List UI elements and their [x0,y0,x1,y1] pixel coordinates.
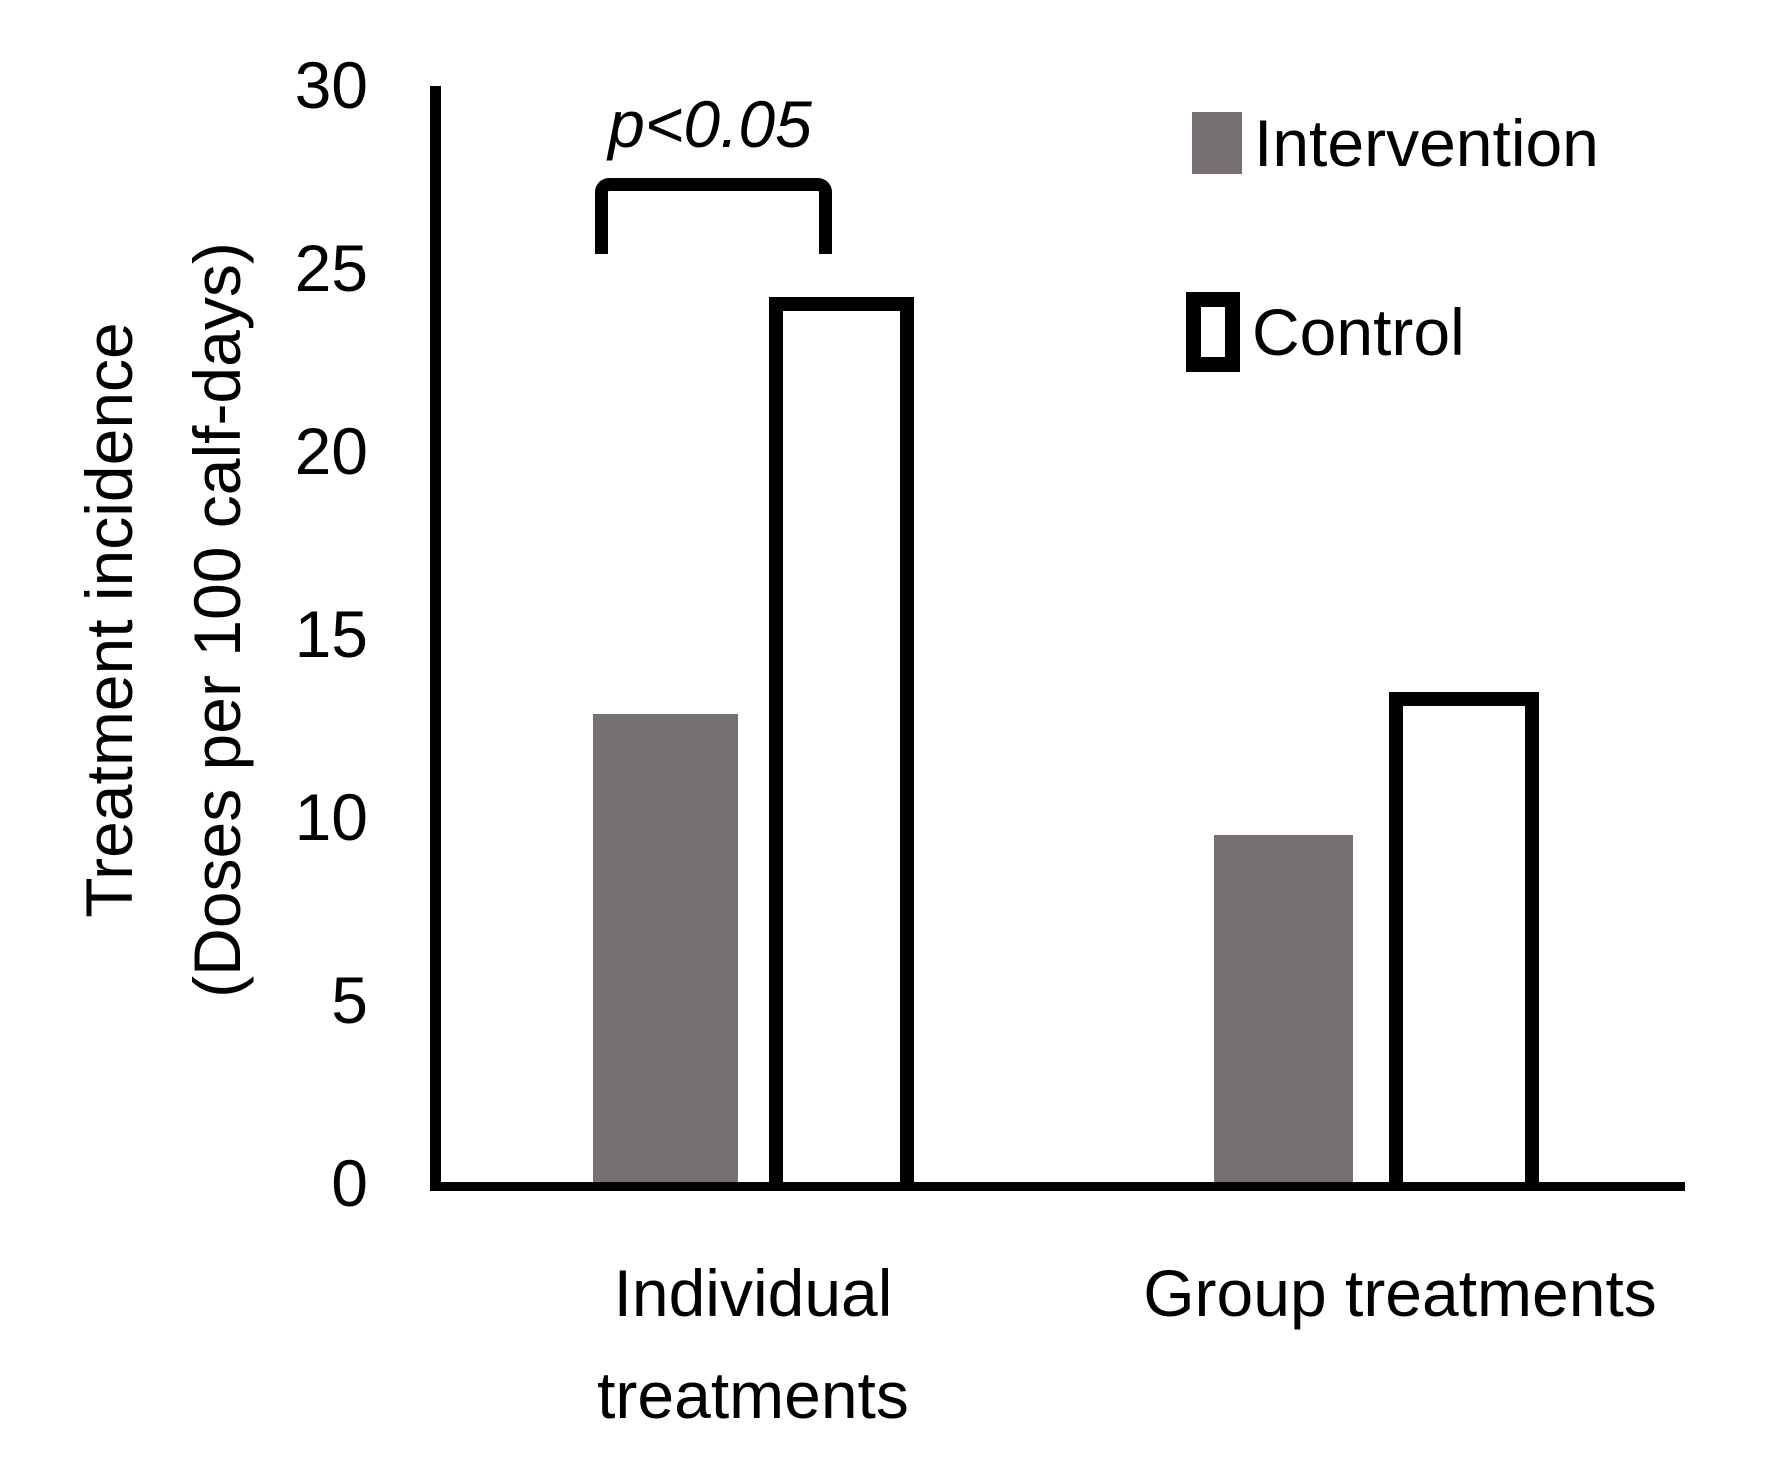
legend-label-intervention: Intervention [1254,106,1599,180]
bar-intervention-individual [593,714,738,1182]
x-category-label-group: Group treatments [1143,1256,1657,1330]
y-tick-label-20: 20 [294,414,368,488]
legend-label-control: Control [1252,295,1465,369]
significance-bracket [595,178,832,254]
x-category-label-individual: Individual treatments [597,1256,909,1432]
y-axis-title-line1: Treatment incidence [72,322,146,918]
control-swatch-icon [1186,292,1240,372]
legend-item-intervention: Intervention [1192,108,1599,178]
y-tick-label-0: 0 [331,1146,368,1220]
y-axis-line [430,86,441,1190]
intervention-swatch-icon [1192,112,1242,174]
bar-control-group [1389,692,1539,1182]
legend-item-control: Control [1186,292,1465,372]
y-tick-label-10: 10 [294,780,368,854]
y-tick-label-25: 25 [294,231,368,305]
y-tick-label-30: 30 [294,48,368,122]
x-axis-line [430,1182,1685,1191]
bar-control-individual [769,297,914,1182]
bar-intervention-group [1214,835,1353,1182]
significance-label: p<0.05 [608,87,812,161]
y-tick-label-15: 15 [294,597,368,671]
y-tick-label-5: 5 [331,963,368,1037]
